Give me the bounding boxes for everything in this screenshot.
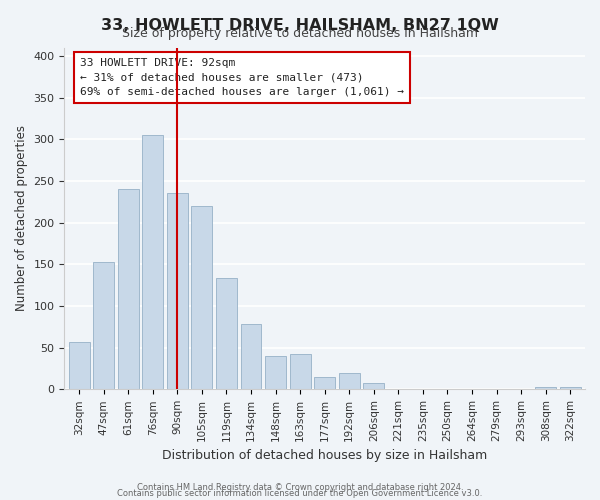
Bar — [290, 354, 311, 390]
Bar — [535, 387, 556, 390]
Bar — [364, 384, 384, 390]
Bar — [191, 206, 212, 390]
Text: 33 HOWLETT DRIVE: 92sqm
← 31% of detached houses are smaller (473)
69% of semi-d: 33 HOWLETT DRIVE: 92sqm ← 31% of detache… — [80, 58, 404, 98]
Bar — [265, 356, 286, 390]
Text: Contains public sector information licensed under the Open Government Licence v3: Contains public sector information licen… — [118, 490, 482, 498]
Bar — [216, 278, 237, 390]
Bar — [93, 262, 114, 390]
Y-axis label: Number of detached properties: Number of detached properties — [15, 126, 28, 312]
Text: 33, HOWLETT DRIVE, HAILSHAM, BN27 1QW: 33, HOWLETT DRIVE, HAILSHAM, BN27 1QW — [101, 18, 499, 32]
Bar — [560, 387, 581, 390]
Bar — [118, 189, 139, 390]
Bar — [69, 342, 89, 390]
Bar — [167, 194, 188, 390]
Bar — [241, 324, 262, 390]
Bar — [339, 372, 359, 390]
X-axis label: Distribution of detached houses by size in Hailsham: Distribution of detached houses by size … — [162, 450, 487, 462]
Text: Contains HM Land Registry data © Crown copyright and database right 2024.: Contains HM Land Registry data © Crown c… — [137, 484, 463, 492]
Bar — [142, 135, 163, 390]
Bar — [314, 377, 335, 390]
Text: Size of property relative to detached houses in Hailsham: Size of property relative to detached ho… — [122, 28, 478, 40]
